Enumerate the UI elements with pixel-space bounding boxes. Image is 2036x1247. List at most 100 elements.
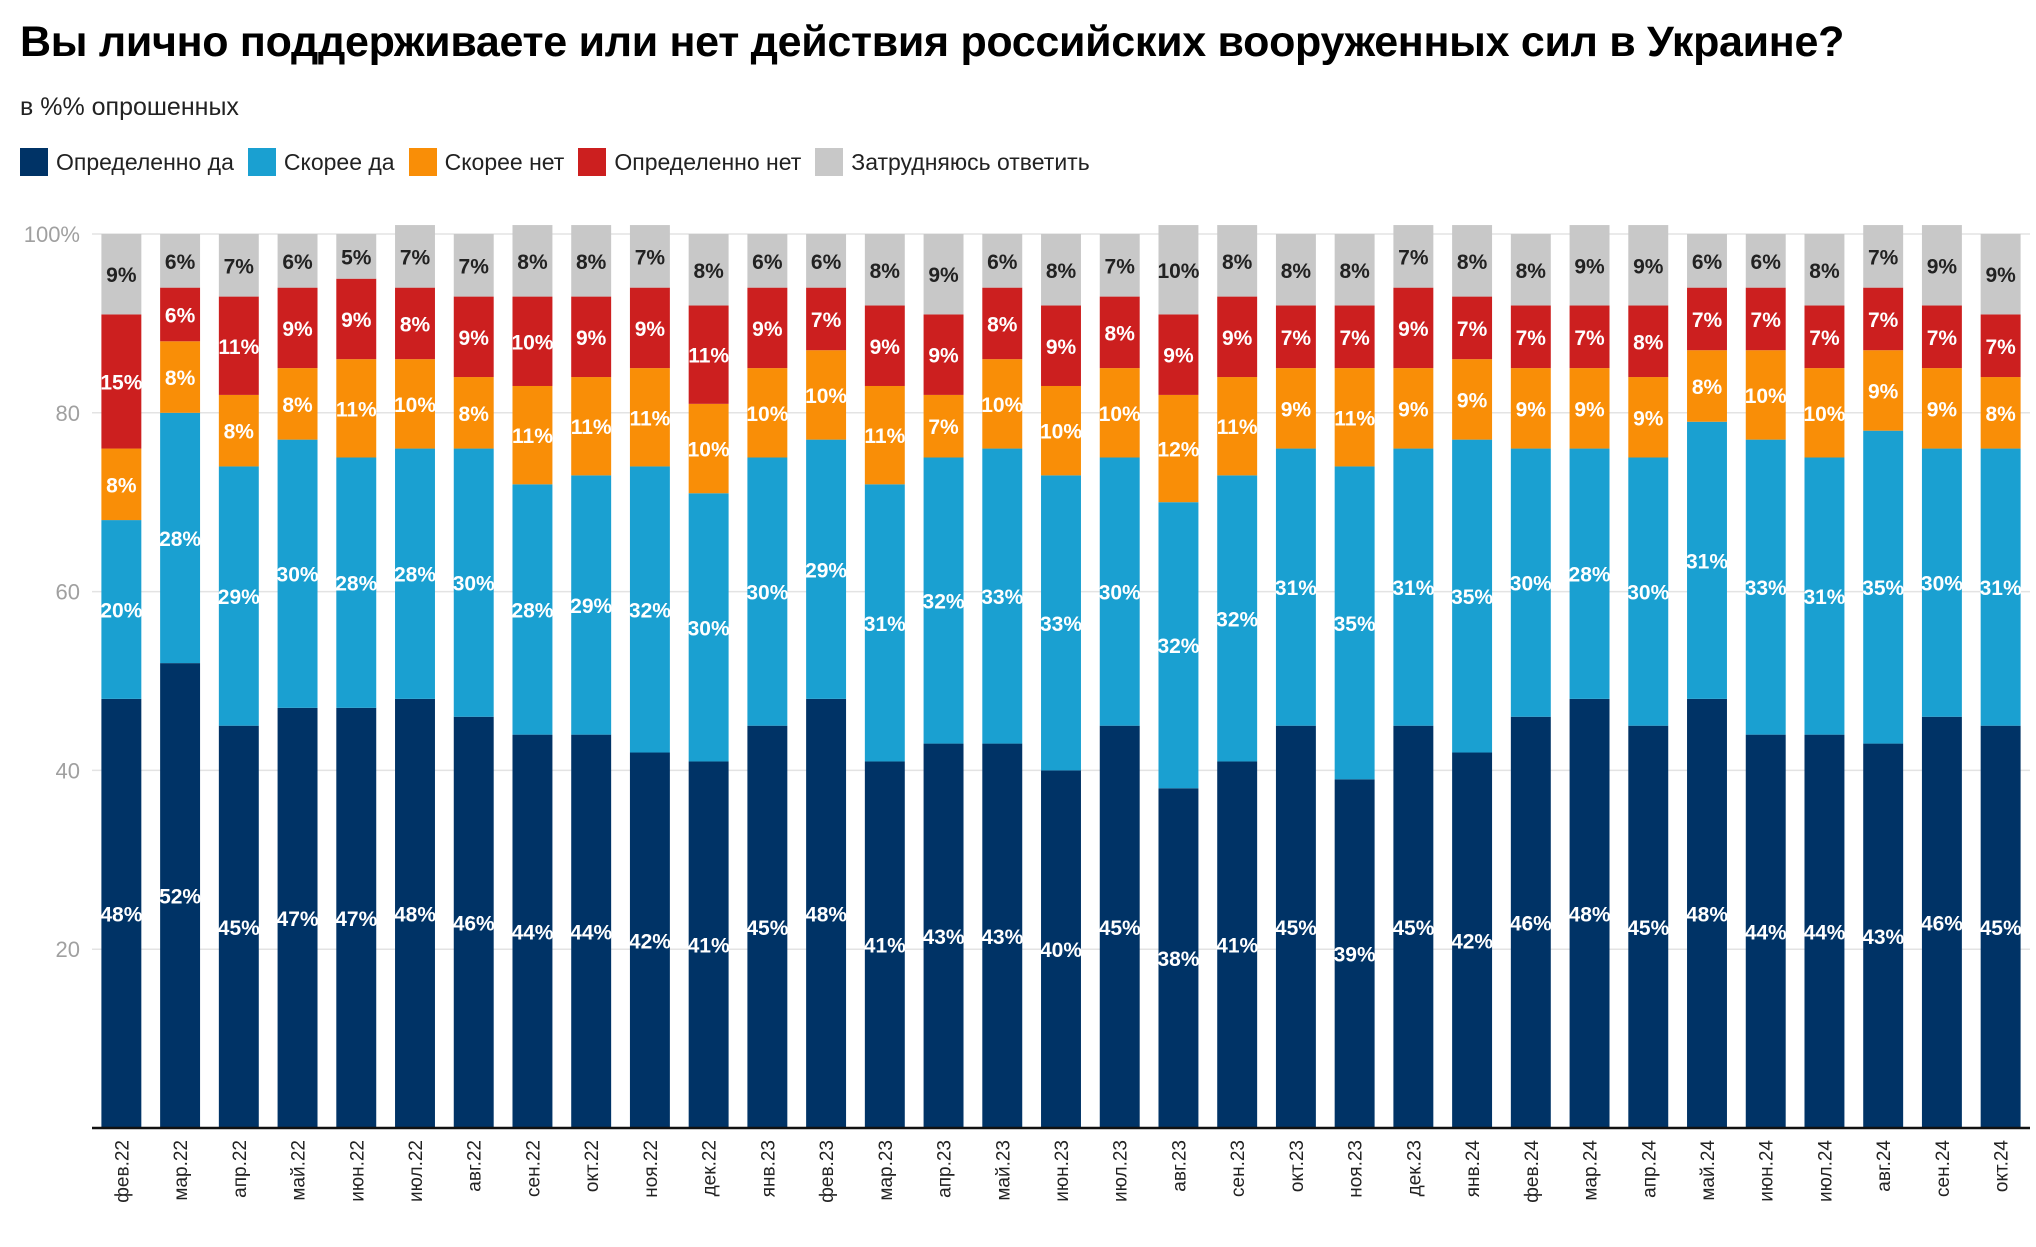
data-label: 9%: [1398, 318, 1429, 341]
x-tick-label: июл.24: [1815, 1140, 1836, 1202]
bar-segment: [1863, 225, 1904, 288]
data-label: 7%: [1339, 327, 1370, 350]
data-label: 5%: [341, 246, 372, 269]
data-label: 46%: [1921, 912, 1963, 935]
x-tick-label: июн.23: [1052, 1140, 1073, 1202]
data-label: 28%: [159, 528, 201, 551]
data-label: 10%: [511, 331, 553, 354]
bar-segment: [629, 466, 670, 753]
bar-segment: [453, 234, 494, 297]
bar-segment: [1569, 305, 1610, 369]
data-label: 28%: [335, 573, 377, 596]
data-label: 40%: [1040, 939, 1082, 962]
bar-segment: [571, 225, 612, 297]
bar-segment: [1041, 770, 1081, 1128]
bar-segment: [1921, 448, 1962, 717]
data-label: 10%: [394, 394, 436, 417]
bar-segment: [1510, 716, 1551, 1128]
bar-segment: [1217, 475, 1258, 762]
bar-segment: [1217, 377, 1258, 476]
bar-segment: [864, 761, 905, 1128]
bar-segment: [1510, 368, 1551, 449]
data-label: 46%: [1510, 912, 1552, 935]
data-label: 48%: [1686, 903, 1728, 926]
bar-segment: [1863, 743, 1904, 1128]
bar-segment: [395, 287, 435, 360]
bar-segment: [1628, 377, 1669, 458]
data-label: 8%: [1516, 260, 1547, 283]
data-label: 8%: [1692, 376, 1723, 399]
bar-segment: [1687, 421, 1727, 699]
data-label: 30%: [688, 617, 730, 640]
data-label: 46%: [453, 912, 495, 935]
data-label: 7%: [400, 246, 431, 269]
x-tick-label: июл.22: [406, 1140, 427, 1202]
x-tick-label: авг.24: [1874, 1140, 1895, 1192]
legend-swatch: [408, 148, 437, 176]
bar-segment: [101, 520, 142, 699]
data-label: 9%: [576, 327, 607, 350]
bar-segment: [688, 403, 729, 494]
bar-segment: [453, 296, 494, 378]
bar-segment: [806, 439, 847, 699]
data-label: 10%: [1157, 260, 1199, 283]
x-tick-label: ноя.23: [1346, 1140, 1367, 1198]
bar-segment: [1275, 234, 1316, 306]
bar-segment: [1863, 287, 1904, 351]
data-label: 8%: [1457, 251, 1488, 274]
bar-segment: [1628, 725, 1669, 1128]
y-tick-label: 80: [56, 401, 80, 426]
bar-segment: [512, 296, 553, 386]
bar-segment: [1921, 368, 1962, 449]
data-label: 10%: [746, 403, 788, 426]
x-tick-label: окт.23: [1287, 1140, 1308, 1192]
legend-swatch: [20, 148, 48, 176]
data-label: 42%: [629, 930, 671, 953]
data-label: 32%: [923, 591, 965, 614]
data-label: 30%: [277, 564, 319, 587]
bar-segment: [1393, 225, 1434, 288]
bar-segment: [1275, 368, 1316, 449]
bar-segment: [1921, 716, 1962, 1128]
data-label: 9%: [1927, 398, 1958, 421]
data-label: 9%: [459, 327, 490, 350]
data-label: 8%: [1105, 322, 1136, 345]
x-tick-label: сен.24: [1933, 1140, 1954, 1197]
bar-segment: [1334, 305, 1375, 369]
data-label: 7%: [1105, 255, 1136, 278]
data-label: 8%: [987, 313, 1018, 336]
bar-segment: [512, 385, 553, 485]
y-tick-label: 60: [56, 580, 80, 605]
data-label: 48%: [1569, 903, 1611, 926]
data-label: 45%: [218, 917, 260, 940]
data-label: 7%: [1457, 318, 1488, 341]
data-label: 43%: [981, 926, 1023, 949]
bar-segment: [277, 368, 318, 440]
bar-segment: [101, 234, 142, 315]
data-label: 30%: [1510, 573, 1552, 596]
data-label: 12%: [1157, 439, 1199, 462]
bar-segment: [629, 287, 670, 369]
bar-segment: [688, 234, 729, 306]
legend-item: Затрудняюсь ответить: [815, 148, 1090, 176]
bar-segment: [1921, 305, 1962, 369]
data-label: 9%: [1281, 398, 1312, 421]
data-label: 11%: [629, 407, 670, 430]
bar-segment: [806, 698, 847, 1128]
data-label: 8%: [165, 367, 196, 390]
bar-segment: [395, 359, 435, 449]
data-label: 11%: [571, 416, 612, 439]
bar-segment: [1863, 430, 1904, 744]
data-label: 7%: [1927, 327, 1958, 350]
bar-segment: [1158, 225, 1199, 315]
x-tick-label: мар.24: [1581, 1140, 1602, 1201]
data-label: 9%: [635, 318, 666, 341]
bar-segment: [101, 698, 142, 1128]
bar-segment: [747, 287, 788, 369]
data-label: 7%: [928, 416, 959, 439]
data-label: 11%: [512, 425, 553, 448]
data-label: 9%: [1574, 398, 1605, 421]
data-label: 9%: [341, 309, 372, 332]
data-label: 11%: [336, 398, 377, 421]
bar-segment: [1510, 234, 1551, 306]
